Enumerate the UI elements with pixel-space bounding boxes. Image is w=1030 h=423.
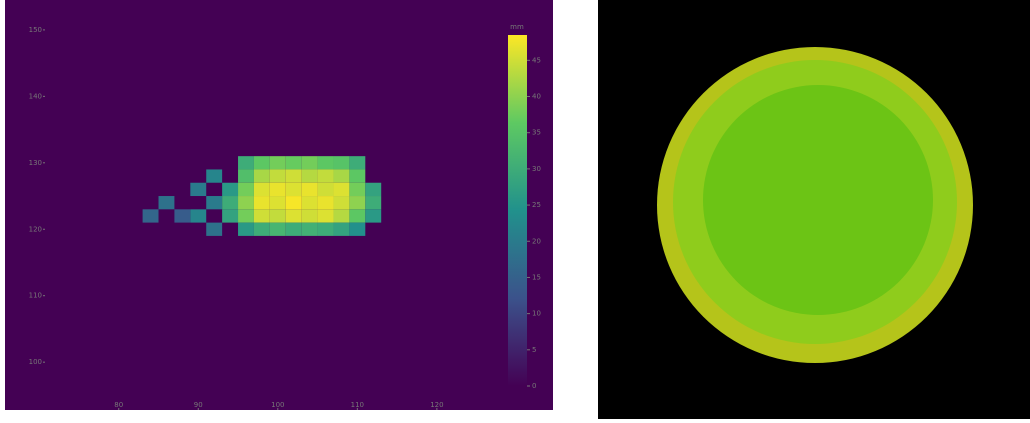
heatmap-cell <box>270 196 286 209</box>
heatmap-cell <box>349 209 365 222</box>
colorbar-tick-label: 5 <box>532 346 536 354</box>
heatmap-cell <box>190 209 206 222</box>
x-tick-label: 80 <box>114 401 123 409</box>
y-tick-label: 110 <box>29 292 42 300</box>
heatmap-cell <box>254 209 270 222</box>
heatmap-cell <box>238 209 254 222</box>
heatmap-cell <box>302 223 318 236</box>
x-tick-label: 100 <box>271 401 284 409</box>
heatmap-cell <box>238 169 254 182</box>
heatmap-cell <box>270 183 286 196</box>
colorbar-tick-label: 25 <box>532 201 541 209</box>
heatmap-cell <box>318 169 334 182</box>
heatmap-cell <box>238 196 254 209</box>
heatmap-cell <box>318 223 334 236</box>
heatmap-cell <box>270 209 286 222</box>
heatmap-cell <box>270 156 286 169</box>
heatmap-cell <box>238 183 254 196</box>
heatmap-cell <box>365 183 381 196</box>
heatmap-cell <box>254 183 270 196</box>
heatmap-cell <box>254 223 270 236</box>
heatmap-cell <box>302 183 318 196</box>
y-tick-label: 150 <box>29 26 42 34</box>
heatmap-cell <box>333 196 349 209</box>
colorbar-tick-label: 40 <box>532 93 541 101</box>
heatmap-cell <box>254 169 270 182</box>
x-tick-label: 110 <box>351 401 364 409</box>
colorbar-tick-label: 0 <box>532 382 536 390</box>
heatmap-cell <box>286 223 302 236</box>
colorbar-tick-label: 10 <box>532 310 541 318</box>
heatmap-cell <box>206 169 222 182</box>
heatmap-cell <box>238 156 254 169</box>
heatmap-cell <box>286 209 302 222</box>
colorbar-tick-label: 15 <box>532 273 541 281</box>
colorbar-tick-label: 35 <box>532 129 541 137</box>
heatmap-cell <box>349 183 365 196</box>
heatmap-cell <box>254 156 270 169</box>
heatmap-cell <box>302 156 318 169</box>
heatmap-cell <box>286 156 302 169</box>
heatmap-cell <box>174 209 190 222</box>
y-tick-label: 100 <box>29 358 42 366</box>
heatmap-cell <box>206 196 222 209</box>
heatmap-cell <box>302 196 318 209</box>
y-tick-label: 140 <box>29 92 42 100</box>
colorbar-label: mm <box>510 23 524 31</box>
heatmap-cell <box>222 196 238 209</box>
camera-image <box>598 0 1030 419</box>
heatmap-cell <box>206 223 222 236</box>
heatmap-cell <box>270 169 286 182</box>
heatmap-cell <box>286 169 302 182</box>
heatmap-cell <box>349 223 365 236</box>
heatmap-cell <box>365 209 381 222</box>
heatmap-cell <box>333 169 349 182</box>
heatmap-cell <box>333 209 349 222</box>
heatmap-cell <box>222 209 238 222</box>
heatmap-cell <box>254 196 270 209</box>
colorbar-tick-label: 30 <box>532 165 541 173</box>
disc-center <box>703 85 933 315</box>
heatmap-cell <box>318 156 334 169</box>
heatmap-cell <box>349 196 365 209</box>
heatmap-cell <box>333 156 349 169</box>
heatmap-cell <box>318 209 334 222</box>
heatmap-cell <box>238 223 254 236</box>
colorbar-tick-label: 20 <box>532 237 541 245</box>
heatmap-cell <box>318 183 334 196</box>
heatmap-cell <box>222 183 238 196</box>
y-tick-label: 130 <box>29 159 42 167</box>
heatmap-cell <box>333 223 349 236</box>
colorbar <box>508 35 527 386</box>
heatmap-cell <box>318 196 334 209</box>
heatmap-cell <box>365 196 381 209</box>
x-tick-label: 120 <box>430 401 443 409</box>
heatmap-cell <box>143 209 159 222</box>
heatmap-cell <box>190 183 206 196</box>
heatmap-cell <box>286 183 302 196</box>
colorbar-tick-label: 45 <box>532 56 541 64</box>
heatmap-cell <box>302 169 318 182</box>
heatmap-cell <box>270 223 286 236</box>
heatmap-cell <box>159 196 175 209</box>
screen: mm 80 90 100 110 120 100 110 120 130 140 150 0 5 10 15… <box>0 0 1030 419</box>
heatmap-cell <box>349 169 365 182</box>
heatmap-cell <box>286 196 302 209</box>
heatmap-cell <box>302 209 318 222</box>
x-tick-label: 90 <box>194 401 203 409</box>
heatmap-cell <box>349 156 365 169</box>
y-tick-label: 120 <box>29 225 42 233</box>
heatmap-cell <box>333 183 349 196</box>
